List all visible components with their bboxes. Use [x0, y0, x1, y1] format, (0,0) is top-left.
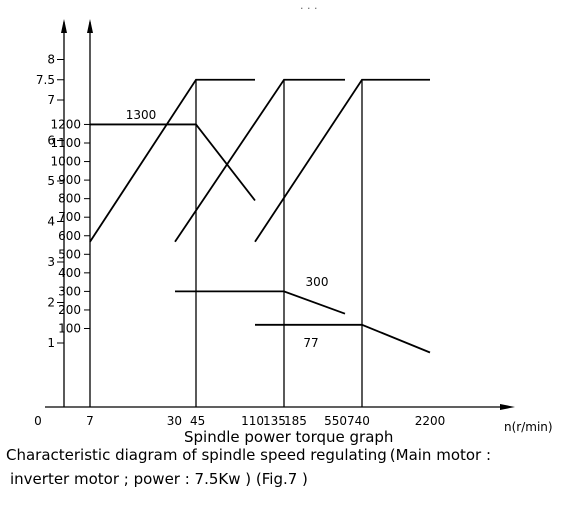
torque-annotation: 77: [303, 336, 318, 350]
speed-tick-label: 7: [86, 414, 94, 428]
torque-tick-label: 700: [58, 210, 81, 224]
top-text: · · ·: [300, 2, 318, 15]
speed-tick-label: 740: [347, 414, 370, 428]
torque-tick-label: 1100: [50, 136, 81, 150]
torque-curve: [175, 290, 346, 315]
torque-axis-arrow: [87, 19, 93, 33]
power-tick-label: 3: [47, 255, 55, 269]
power-curve: [174, 78, 345, 243]
power-tick-label: 7: [47, 93, 55, 107]
torque-annotation: 300: [306, 275, 329, 289]
torque-tick-label: 400: [58, 266, 81, 280]
torque-tick-label: 800: [58, 192, 81, 206]
power-curve: [254, 78, 430, 243]
origin-label: 0: [34, 414, 42, 428]
caption-line-1: Characteristic diagram of spindle speed …: [6, 446, 492, 464]
power-curve: [89, 78, 255, 243]
power-tick-label: 7.5: [36, 73, 55, 87]
power-tick-label: 1: [47, 336, 55, 350]
speed-tick-label: 135: [263, 414, 286, 428]
torque-tick-label: 300: [58, 284, 81, 298]
torque-tick-label: 1200: [50, 117, 81, 131]
torque-curve: [90, 123, 256, 202]
caption-line-2: inverter motor ; power : 7.5Kw ) (Fig.7 …: [10, 470, 308, 488]
torque-tick-label: 600: [58, 229, 81, 243]
torque-curve: [255, 323, 431, 354]
speed-tick-label: 30: [167, 414, 182, 428]
torque-tick-label: 100: [58, 322, 81, 336]
torque-tick-label: 500: [58, 247, 81, 261]
speed-tick-label: 2200: [415, 414, 446, 428]
power-tick-label: 6: [47, 134, 55, 148]
torque-tick-label: 200: [58, 303, 81, 317]
speed-tick-label: 110: [241, 414, 264, 428]
speed-axis-arrow: [500, 404, 515, 410]
power-tick-label: 8: [47, 53, 55, 67]
torque-tick-label: 1000: [50, 155, 81, 169]
power-tick-label: 4: [47, 215, 55, 229]
speed-tick-label: 45: [190, 414, 205, 428]
speed-tick-label: 550: [324, 414, 347, 428]
torque-annotation: 1300: [126, 108, 157, 122]
torque-tick-label: 900: [58, 173, 81, 187]
speed-tick-label: 185: [284, 414, 307, 428]
power-axis-arrow: [61, 19, 67, 33]
x-unit-label: n(r/min): [504, 420, 553, 434]
power-tick-label: 2: [47, 296, 55, 310]
power-tick-label: 5: [47, 174, 55, 188]
caption-title: Spindle power torque graph: [184, 428, 394, 446]
